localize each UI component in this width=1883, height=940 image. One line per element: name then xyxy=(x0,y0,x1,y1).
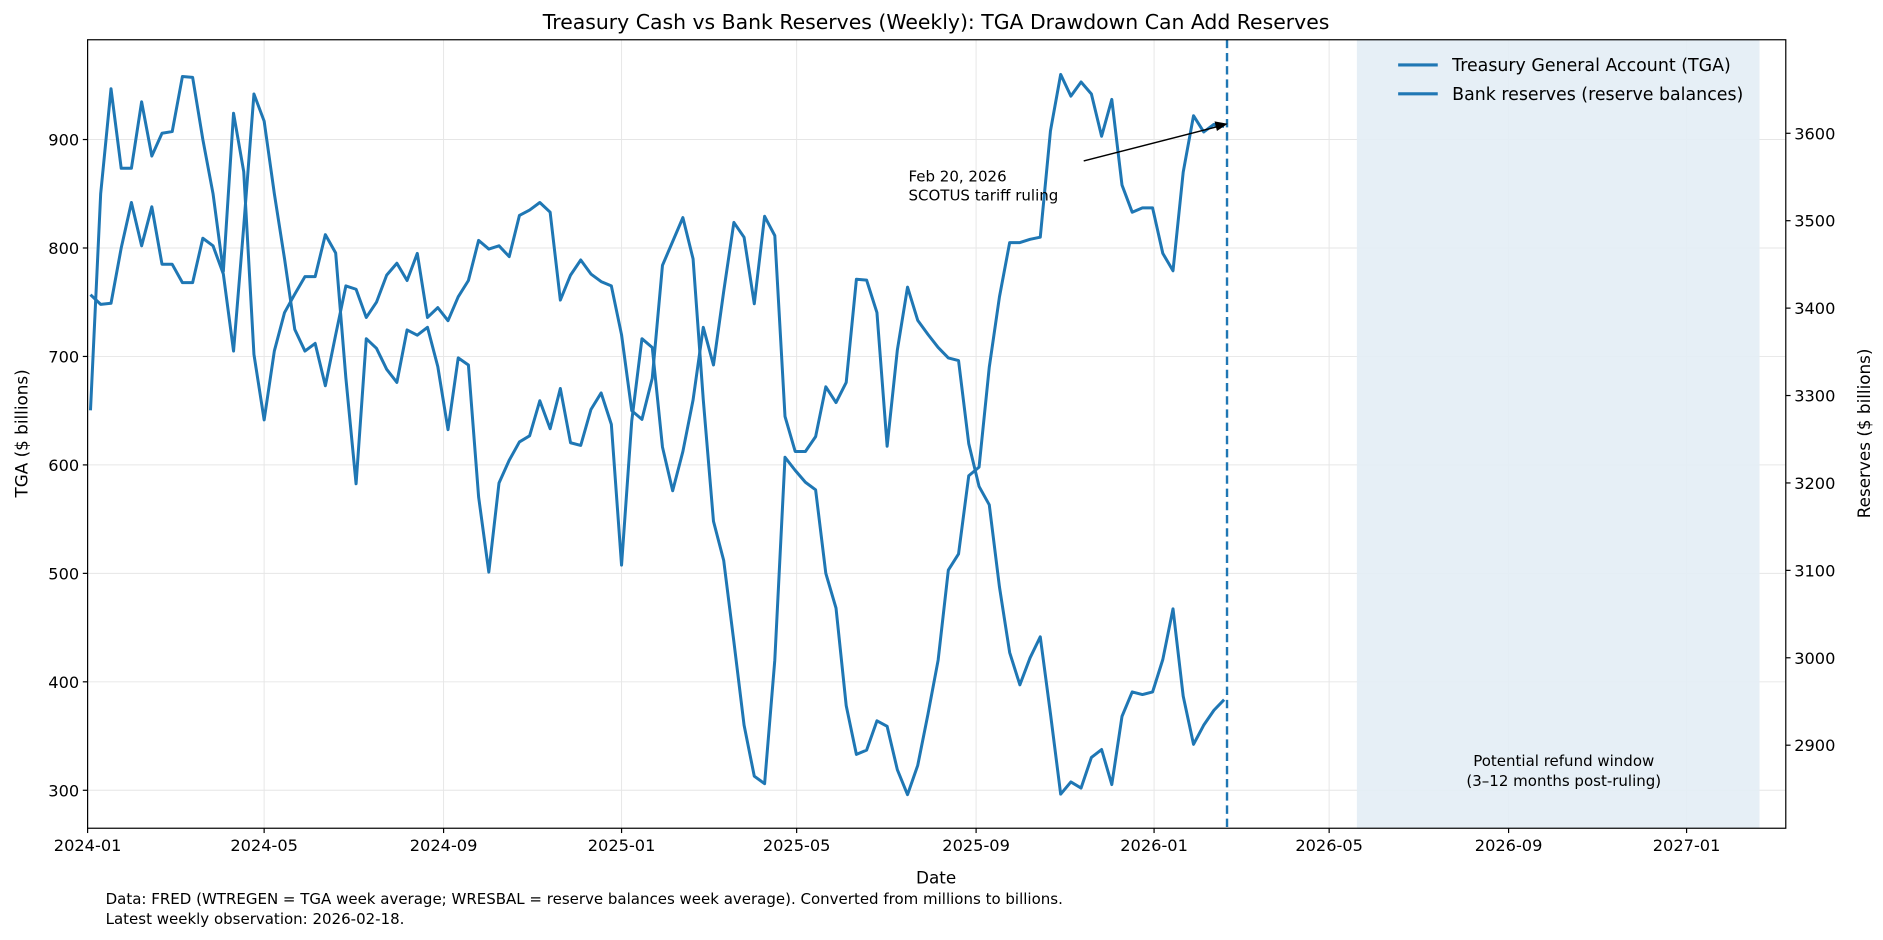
x-tick-label: 2026-09 xyxy=(1475,836,1543,855)
y-right-tick-label: 3100 xyxy=(1794,561,1835,580)
legend: Treasury General Account (TGA) Bank rese… xyxy=(1398,56,1743,105)
chart-title: Treasury Cash vs Bank Reserves (Weekly):… xyxy=(542,10,1330,34)
legend-label-reserves: Bank reserves (reserve balances) xyxy=(1452,85,1743,105)
refund-window-label-line1: Potential refund window xyxy=(1473,752,1654,770)
y-right-tick-label: 3400 xyxy=(1794,299,1835,318)
series xyxy=(88,72,1226,797)
y-right-tick-label: 3000 xyxy=(1794,649,1835,668)
y-right-tick-label: 2900 xyxy=(1794,736,1835,755)
x-tick-label: 2024-09 xyxy=(410,836,478,855)
x-tick-label: 2024-05 xyxy=(230,836,298,855)
x-tick-label: 2025-09 xyxy=(942,836,1010,855)
footnote-line2: Latest weekly observation: 2026-02-18. xyxy=(106,910,405,928)
y-axis-right-label: Reserves ($ billions) xyxy=(1854,349,1874,519)
legend-label-tga: Treasury General Account (TGA) xyxy=(1451,56,1731,76)
refund-window-label-line2: (3–12 months post-ruling) xyxy=(1466,772,1661,790)
y-left-tick-label: 900 xyxy=(48,131,79,150)
y-left-tick-label: 800 xyxy=(48,239,79,258)
footnote-line1: Data: FRED (WTREGEN = TGA week average; … xyxy=(106,890,1063,908)
ruling-annotation: Feb 20, 2026 SCOTUS tariff ruling xyxy=(908,121,1228,205)
x-tick-label: 2026-05 xyxy=(1295,836,1363,855)
y-left-tick-label: 500 xyxy=(48,564,79,583)
x-axis-label: Date xyxy=(916,867,956,887)
refund-window-shade xyxy=(1356,39,1760,829)
y-right-tick-label: 3500 xyxy=(1794,212,1835,231)
y-left-tick-label: 600 xyxy=(48,456,79,475)
annotation-arrow xyxy=(1083,125,1220,162)
x-tick-label: 2026-01 xyxy=(1120,836,1188,855)
x-tick-label: 2025-01 xyxy=(588,836,656,855)
y-left-tick-label: 300 xyxy=(48,781,79,800)
ticks: 2024-01 2024-05 2024-09 2025-01 2025-05 2025-… xyxy=(48,124,1835,855)
y-right-tick-label: 3600 xyxy=(1794,124,1835,143)
y-axis-left-label: TGA ($ billions) xyxy=(12,369,32,498)
y-right-tick-label: 3200 xyxy=(1794,474,1835,493)
y-left-tick-label: 700 xyxy=(48,347,79,366)
series-line-tga xyxy=(89,72,1225,797)
y-right-tick-label: 3300 xyxy=(1794,387,1835,406)
x-tick-label: 2027-01 xyxy=(1653,836,1721,855)
series-line-reserves xyxy=(88,74,1226,796)
ruling-annotation-line2: SCOTUS tariff ruling xyxy=(908,187,1058,205)
arrow-head-icon xyxy=(1214,121,1228,131)
x-tick-label: 2024-01 xyxy=(54,836,122,855)
y-left-tick-label: 400 xyxy=(48,673,79,692)
ruling-annotation-line1: Feb 20, 2026 xyxy=(908,167,1006,185)
x-tick-label: 2025-05 xyxy=(763,836,831,855)
plot-frame xyxy=(87,39,1787,829)
